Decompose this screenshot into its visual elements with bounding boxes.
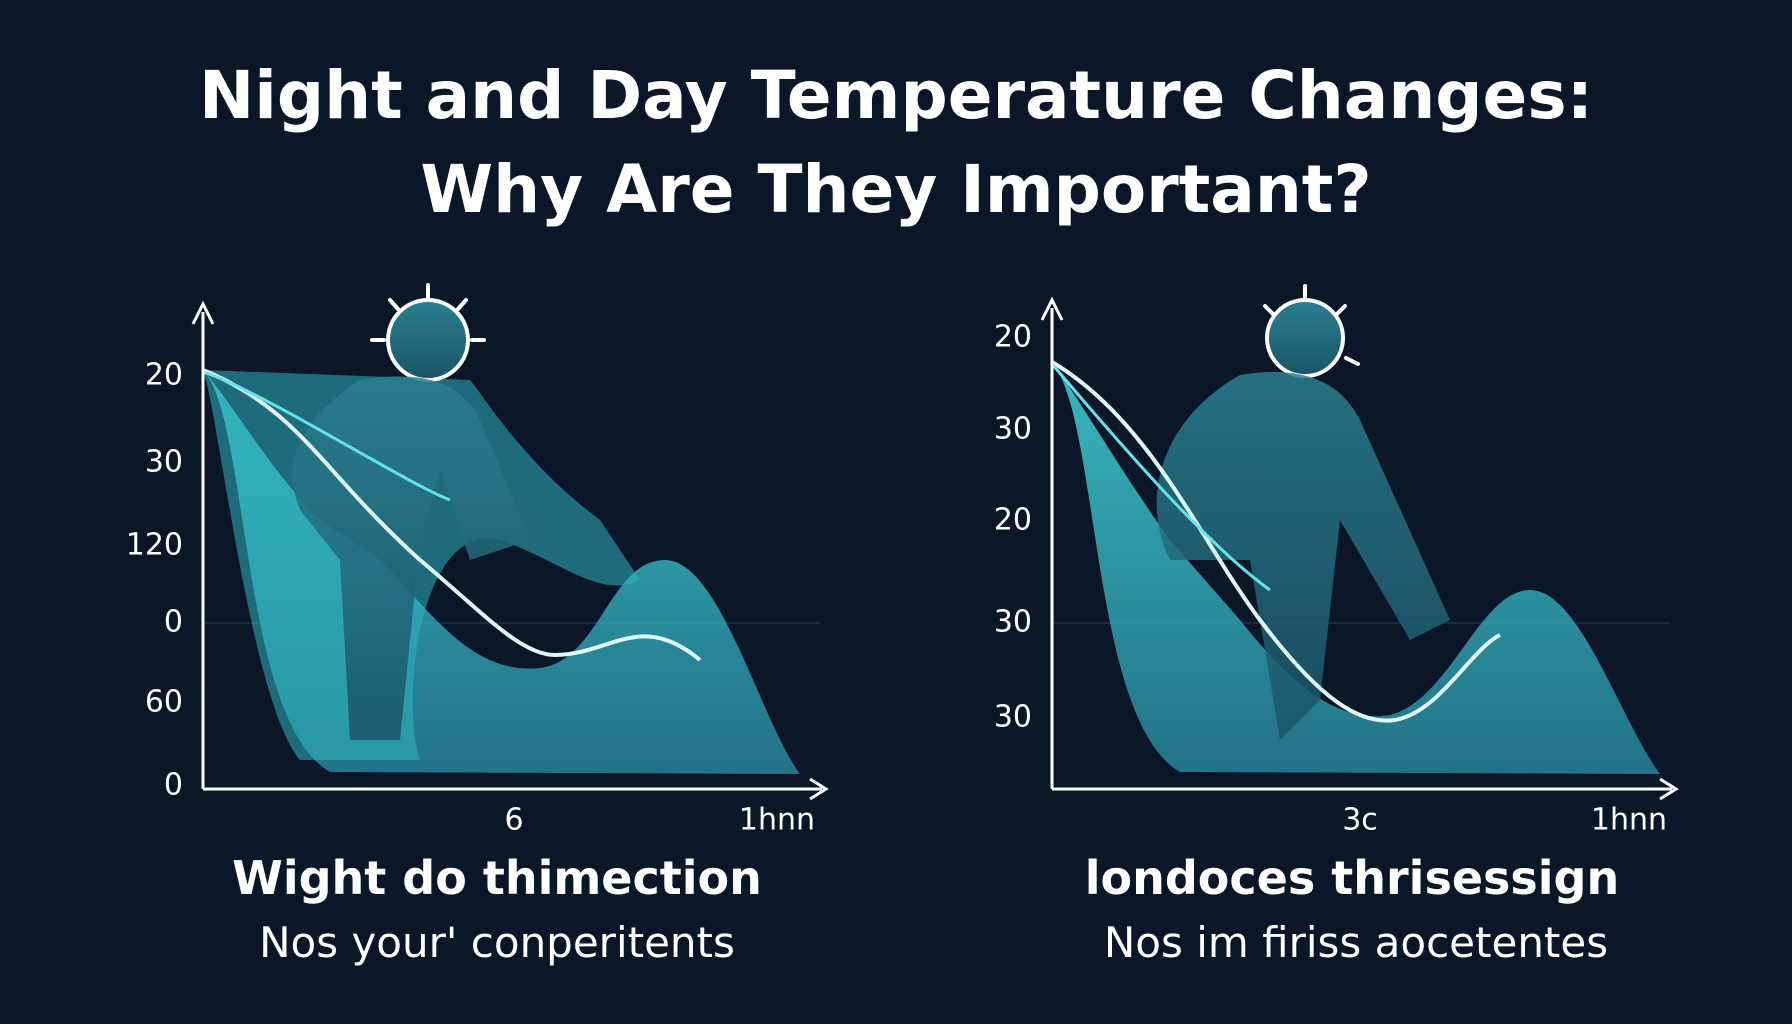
y-axis [191, 300, 215, 789]
y-label: 60 [145, 685, 183, 720]
y-label: 20 [994, 503, 1032, 538]
sun-head [386, 298, 470, 382]
x-axis [203, 777, 829, 801]
sun-rays [370, 283, 486, 342]
x-label: 6 [504, 803, 523, 838]
x-label: 1hnn [739, 803, 815, 838]
curve [1050, 360, 1501, 723]
y-label: 0 [164, 605, 183, 640]
title-line: Night and Day Temperature Changes: [199, 57, 1593, 134]
sun-rays [1263, 284, 1360, 366]
x-label: 1hnn [1591, 803, 1667, 838]
curve [202, 370, 451, 502]
left-panel: 20 30 120 0 60 0 6 1hnn Wight do thimect… [126, 283, 829, 967]
figure [292, 376, 530, 740]
curve [202, 368, 702, 662]
y-label: 20 [994, 320, 1032, 355]
y-label: 120 [126, 528, 183, 563]
y-label: 30 [145, 445, 183, 480]
right-panel: 20 30 20 30 30 3c 1hnn londoces thrisess… [994, 284, 1679, 967]
panel-heading: londoces thrisessign [1085, 851, 1619, 905]
figure [1156, 372, 1450, 740]
y-label: 20 [145, 358, 183, 393]
y-label: 30 [994, 605, 1032, 640]
curve [1050, 363, 1271, 592]
sun-head [1265, 298, 1345, 378]
y-label: 0 [164, 768, 183, 803]
y-label: 30 [994, 412, 1032, 447]
panel-heading: Wight do thimection [232, 851, 762, 905]
title-line: Why Are They Important? [420, 151, 1371, 228]
x-label: 3c [1342, 803, 1378, 838]
area [1052, 362, 1660, 774]
y-axis [1040, 296, 1064, 789]
x-axis [1052, 777, 1679, 801]
panel-subtitle: Nos your' conperitents [259, 918, 735, 967]
panel-subtitle: Nos im firiss aocetentes [1104, 918, 1608, 967]
y-label: 30 [994, 700, 1032, 735]
